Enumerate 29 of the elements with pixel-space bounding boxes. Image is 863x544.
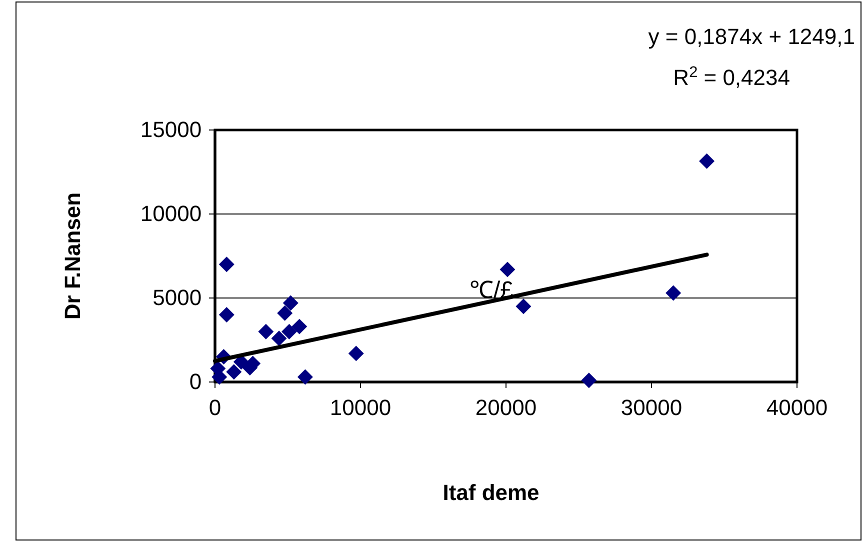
point [500,262,516,278]
y-tick-label: 5000 [152,285,202,310]
x-tick-label: 0 [208,395,222,420]
y-axis-title: Dr F.Nansen [60,192,85,320]
x-tick-label: 20000 [475,395,537,420]
point [258,324,274,340]
text: y = 0,1874x + 1249,1 [648,24,855,49]
point [348,346,364,362]
point [218,307,234,323]
point [226,364,242,380]
point [277,305,293,321]
point [516,298,532,314]
y-tick-label: 10000 [140,201,202,226]
x-axis-title: Itaf deme [442,480,540,505]
point [292,318,308,334]
point [699,153,715,169]
point [297,369,313,385]
text: R$^{2}$ = 0,4234 [673,64,790,90]
y-tick-label: 0 [189,369,202,394]
y-tick-label: 15000 [140,117,202,142]
x-tick-label: 40000 [766,395,828,420]
x-tick-label: 30000 [620,395,682,420]
point [581,372,597,388]
point [271,330,287,346]
point [282,295,298,311]
x-tick-label: 10000 [330,395,392,420]
point [281,324,297,340]
point [666,285,682,301]
point [218,256,234,272]
